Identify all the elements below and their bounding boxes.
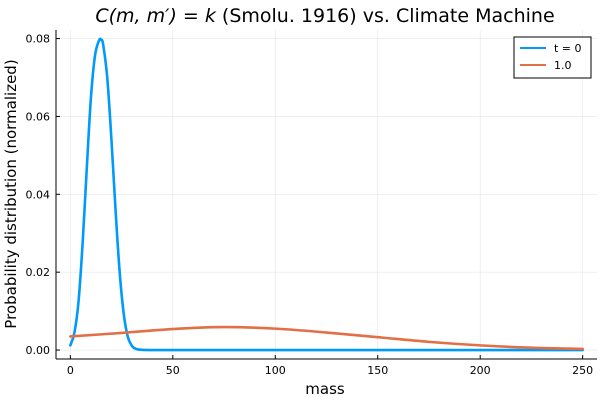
chart-title-math: C(m, m′) = k (95, 5, 217, 27)
x-tick-label: 250 (572, 364, 593, 377)
y-tick-label: 0.08 (26, 33, 51, 46)
chart-title-rest: (Smolu. 1916) vs. Climate Machine (216, 5, 555, 27)
legend-box (513, 36, 592, 79)
axes (55, 30, 597, 360)
x-tick-label: 150 (367, 364, 388, 377)
series-line-0 (69, 37, 584, 352)
x-tick-label: 100 (265, 364, 286, 377)
x-tick-label: 0 (67, 364, 74, 377)
y-tick-label: 0.02 (26, 266, 51, 279)
x-axis-label: mass (305, 380, 345, 398)
y-axis-label: Probability distribution (normalized) (2, 59, 20, 328)
legend: t = 0 1.0 (513, 36, 592, 79)
series-line-1 (69, 325, 584, 351)
y-tick-label: 0.04 (26, 188, 51, 201)
legend-label-1-0: 1.0 (554, 59, 572, 72)
chart-title: C(m, m′) = k (Smolu. 1916) vs. Climate M… (95, 5, 554, 27)
y-tick-label: 0.06 (26, 110, 51, 123)
x-tick-labels: 0 50 100 150 200 250 (67, 364, 593, 377)
x-tick-label: 50 (166, 364, 180, 377)
series-lines (69, 37, 584, 352)
legend-label-t0: t = 0 (554, 42, 582, 55)
y-tick-label: 0.00 (26, 344, 51, 357)
y-tick-labels: 0.00 0.02 0.04 0.06 0.08 (26, 33, 51, 357)
x-tick-label: 200 (470, 364, 491, 377)
